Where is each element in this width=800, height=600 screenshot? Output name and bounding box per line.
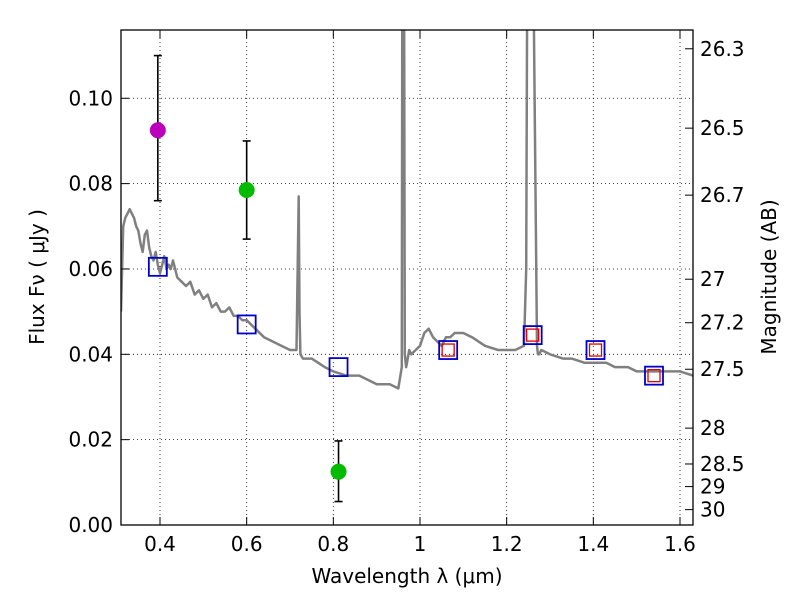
- y2-tick-label: 27: [700, 267, 725, 291]
- y-tick-label: 0.08: [68, 172, 113, 196]
- upper-limit-marker: [647, 368, 661, 383]
- x-tick-label: 1.6: [664, 532, 696, 556]
- model-photometry-marker: [644, 365, 664, 386]
- y2-tick-label: 27.2: [700, 311, 745, 335]
- y-axis-title: Flux Fν ( μJy ): [25, 209, 49, 345]
- x-tick-label: 0.6: [231, 532, 263, 556]
- x-tick-label: 1: [414, 532, 427, 556]
- y-tick-label: 0.02: [68, 428, 113, 452]
- data-layer: [121, 30, 693, 503]
- tick-labels: 0.4 0.6 0.8 1 1.2 1.4 1.6 0.00 0.02 0.04 0.06 0.08 0…: [68, 37, 744, 556]
- y-tick-label: 0.00: [68, 513, 113, 537]
- observed-data-point: [149, 122, 166, 139]
- y2-tick-label: 30: [700, 498, 725, 522]
- y2-tick-label: 27.5: [700, 357, 745, 381]
- upper-limit-marker: [526, 328, 540, 342]
- upper-limit-marker: [441, 343, 455, 357]
- y-tick-label: 0.04: [68, 342, 113, 366]
- model-photometry-marker: [438, 340, 459, 360]
- y2-tick-label: 29: [700, 475, 725, 499]
- model-photometry-marker: [585, 340, 606, 360]
- model-photometry-marker: [236, 314, 257, 335]
- y2-tick-label: 28.5: [700, 452, 745, 476]
- plot-frame: [120, 29, 694, 526]
- y2-tick-label: 28: [700, 416, 725, 440]
- y2-tick-label: 26.5: [700, 116, 745, 140]
- y2-axis-title: Magnitude (AB): [757, 199, 781, 354]
- y-tick-label: 0.10: [68, 86, 113, 110]
- observed-data-point: [330, 463, 347, 480]
- y2-tick-label: 26.7: [700, 183, 745, 207]
- x-tick-label: 0.4: [144, 532, 176, 556]
- tick-marks: [121, 30, 693, 526]
- model-photometry-marker: [328, 357, 349, 378]
- observed-data-point: [238, 182, 255, 199]
- model-photometry-marker: [522, 325, 543, 346]
- plot-background: [121, 30, 693, 525]
- y-tick-label: 0.06: [68, 257, 113, 281]
- x-tick-label: 0.8: [317, 532, 349, 556]
- x-axis-title: Wavelength λ (μm): [311, 564, 502, 588]
- x-tick-label: 1.2: [491, 532, 523, 556]
- model-sed-line: [121, 30, 693, 390]
- upper-limit-marker: [588, 343, 603, 357]
- model-photometry-marker: [147, 256, 168, 277]
- y2-tick-label: 26.3: [700, 37, 745, 61]
- x-tick-label: 1.4: [577, 532, 609, 556]
